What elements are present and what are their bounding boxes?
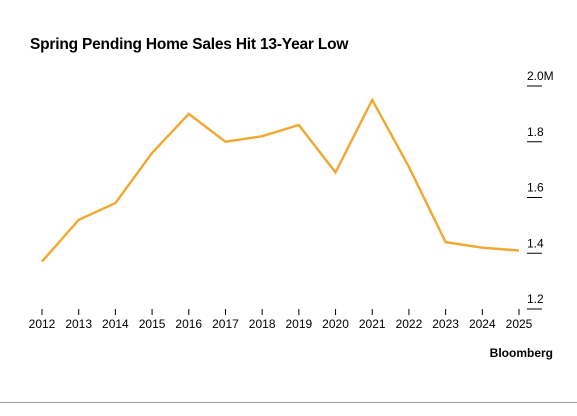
x-tick-label: 2017	[212, 317, 239, 331]
source-label: Bloomberg	[489, 346, 553, 360]
bottom-divider	[0, 402, 577, 403]
x-tick-label: 2018	[249, 317, 276, 331]
y-tick-label: 2.0M	[527, 69, 554, 83]
x-tick-label: 2014	[102, 317, 129, 331]
plot-area	[41, 97, 520, 263]
chart-title: Spring Pending Home Sales Hit 13-Year Lo…	[30, 36, 349, 53]
y-tick-label: 1.4	[527, 236, 544, 250]
x-axis: 2012 2013 2014 2015 2016 2017 2018 2019 2020 2021…	[29, 309, 533, 331]
x-tick-label: 2015	[139, 317, 166, 331]
y-tick-label: 1.2	[527, 292, 544, 306]
x-tick-label: 2012	[29, 317, 56, 331]
y-tick-label: 1.6	[527, 181, 544, 195]
x-tick-label: 2024	[469, 317, 496, 331]
x-tick-label: 2013	[65, 317, 92, 331]
x-tick-label: 2020	[322, 317, 349, 331]
y-tick-label: 1.8	[527, 125, 544, 139]
y-axis: 2.0M 1.8 1.6 1.4 1.2	[527, 69, 554, 310]
x-tick-label: 2025	[506, 317, 533, 331]
x-tick-label: 2016	[175, 317, 202, 331]
series-line	[41, 97, 520, 263]
x-tick-label: 2023	[432, 317, 459, 331]
x-tick-label: 2022	[396, 317, 423, 331]
x-tick-label: 2021	[359, 317, 386, 331]
x-tick-label: 2019	[285, 317, 312, 331]
